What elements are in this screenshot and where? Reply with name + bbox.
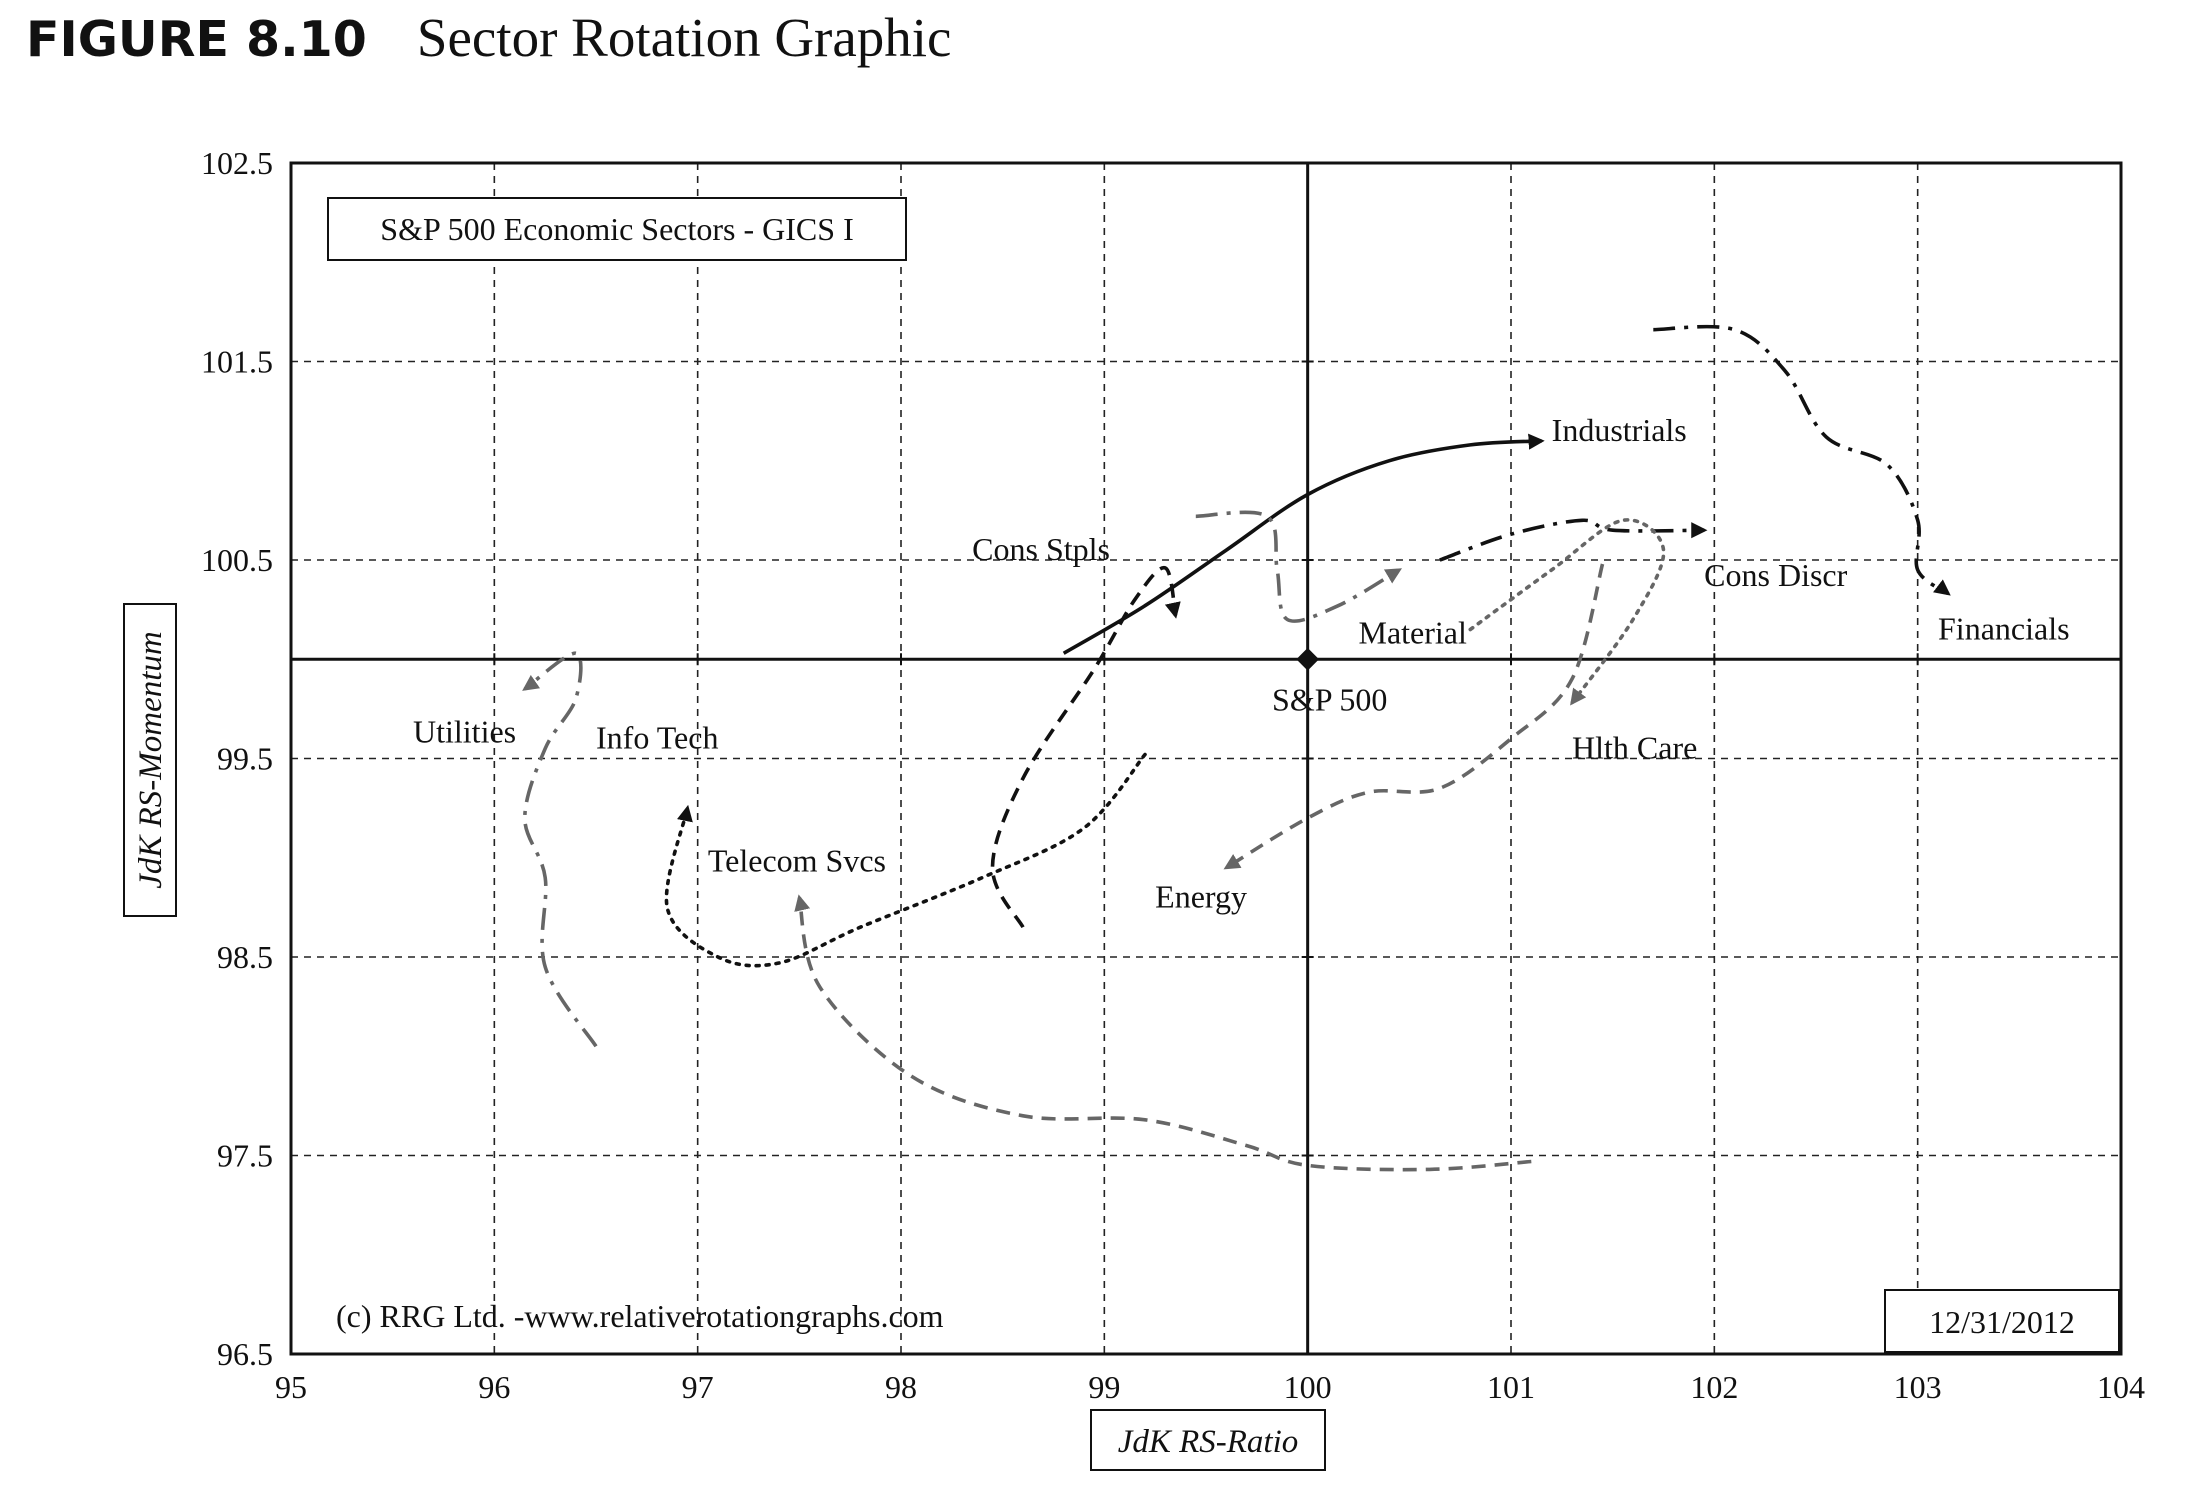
series-layer xyxy=(522,324,1951,1172)
y-tick-label: 97.5 xyxy=(217,1138,273,1174)
x-tick-label: 98 xyxy=(885,1369,917,1405)
series-info-tech-tail xyxy=(664,752,1147,968)
center-label: S&P 500 xyxy=(1272,681,1387,717)
y-tick-label: 96.5 xyxy=(217,1336,273,1372)
date-box-text: 12/31/2012 xyxy=(1929,1304,2075,1340)
label-financials: Financials xyxy=(1938,610,2070,646)
x-tick-label: 102 xyxy=(1690,1369,1738,1405)
label-material: Material xyxy=(1359,614,1468,650)
label-cons-stpls: Cons Stpls xyxy=(972,531,1110,567)
x-tick-label: 95 xyxy=(275,1369,307,1405)
x-axis-title: JdK RS-Ratio xyxy=(1090,1409,1326,1471)
series-cons-discr-tail xyxy=(1439,518,1708,562)
center-point xyxy=(1296,647,1319,671)
series-telecom-svcs-tail xyxy=(794,894,1532,1172)
y-axis-label: JdK RS-Momentum xyxy=(133,631,169,889)
axes: 95 96 97 98 99 100 101 102 103 104 96.5 97.5 98.5 99.… xyxy=(201,145,2145,1405)
x-tick-label: 97 xyxy=(682,1369,714,1405)
x-tick-label: 104 xyxy=(2097,1369,2145,1405)
series-financials-tail xyxy=(1653,324,1951,596)
label-energy: Energy xyxy=(1155,878,1247,914)
series-labels: Industrials Cons Discr Financials Cons Stpl… xyxy=(413,412,2070,914)
grid xyxy=(291,163,2121,1354)
x-tick-label: 99 xyxy=(1088,1369,1120,1405)
y-tick-label: 99.5 xyxy=(217,741,273,777)
label-cons-discr: Cons Discr xyxy=(1704,557,1847,593)
series-cons-stpls-tail xyxy=(990,566,1181,929)
series-energy-tail xyxy=(1223,563,1605,870)
x-tick-label: 96 xyxy=(478,1369,510,1405)
y-tick-label: 100.5 xyxy=(201,542,273,578)
x-tick-label: 101 xyxy=(1487,1369,1535,1405)
center-marker: S&P 500 xyxy=(1272,647,1387,717)
series-material-tail xyxy=(1195,510,1402,623)
legend-box: S&P 500 Economic Sectors - GICS I xyxy=(327,197,907,261)
credit-text: (c) RRG Ltd. -www.relativerotationgraphs… xyxy=(336,1298,944,1334)
figure-name: Sector Rotation Graphic xyxy=(416,7,952,68)
y-axis-title: JdK RS-Momentum xyxy=(123,603,177,917)
y-tick-label: 98.5 xyxy=(217,939,273,975)
label-utilities: Utilities xyxy=(413,714,516,750)
x-tick-label: 103 xyxy=(1894,1369,1942,1405)
plot-frame xyxy=(289,161,2123,1356)
y-tick-label: 102.5 xyxy=(201,145,273,181)
series-utilities-tail xyxy=(522,651,598,1048)
label-hlth-care: Hlth Care xyxy=(1572,730,1697,766)
date-box: 12/31/2012 xyxy=(1884,1289,2120,1353)
x-axis-label: JdK RS-Ratio xyxy=(1118,1424,1299,1460)
series-hlth-care-tail xyxy=(1468,518,1666,706)
label-info-tech: Info Tech xyxy=(596,720,718,756)
label-telecom-svcs: Telecom Svcs xyxy=(708,843,886,879)
legend-box-text: S&P 500 Economic Sectors - GICS I xyxy=(380,211,853,247)
figure-label: FIGURE 8.10 xyxy=(26,11,367,68)
label-industrials: Industrials xyxy=(1552,412,1687,448)
x-tick-label: 100 xyxy=(1284,1369,1332,1405)
series-industrials-tail xyxy=(1062,433,1545,655)
figure-title: FIGURE 8.10 Sector Rotation Graphic xyxy=(26,6,951,86)
y-tick-label: 101.5 xyxy=(201,344,273,380)
